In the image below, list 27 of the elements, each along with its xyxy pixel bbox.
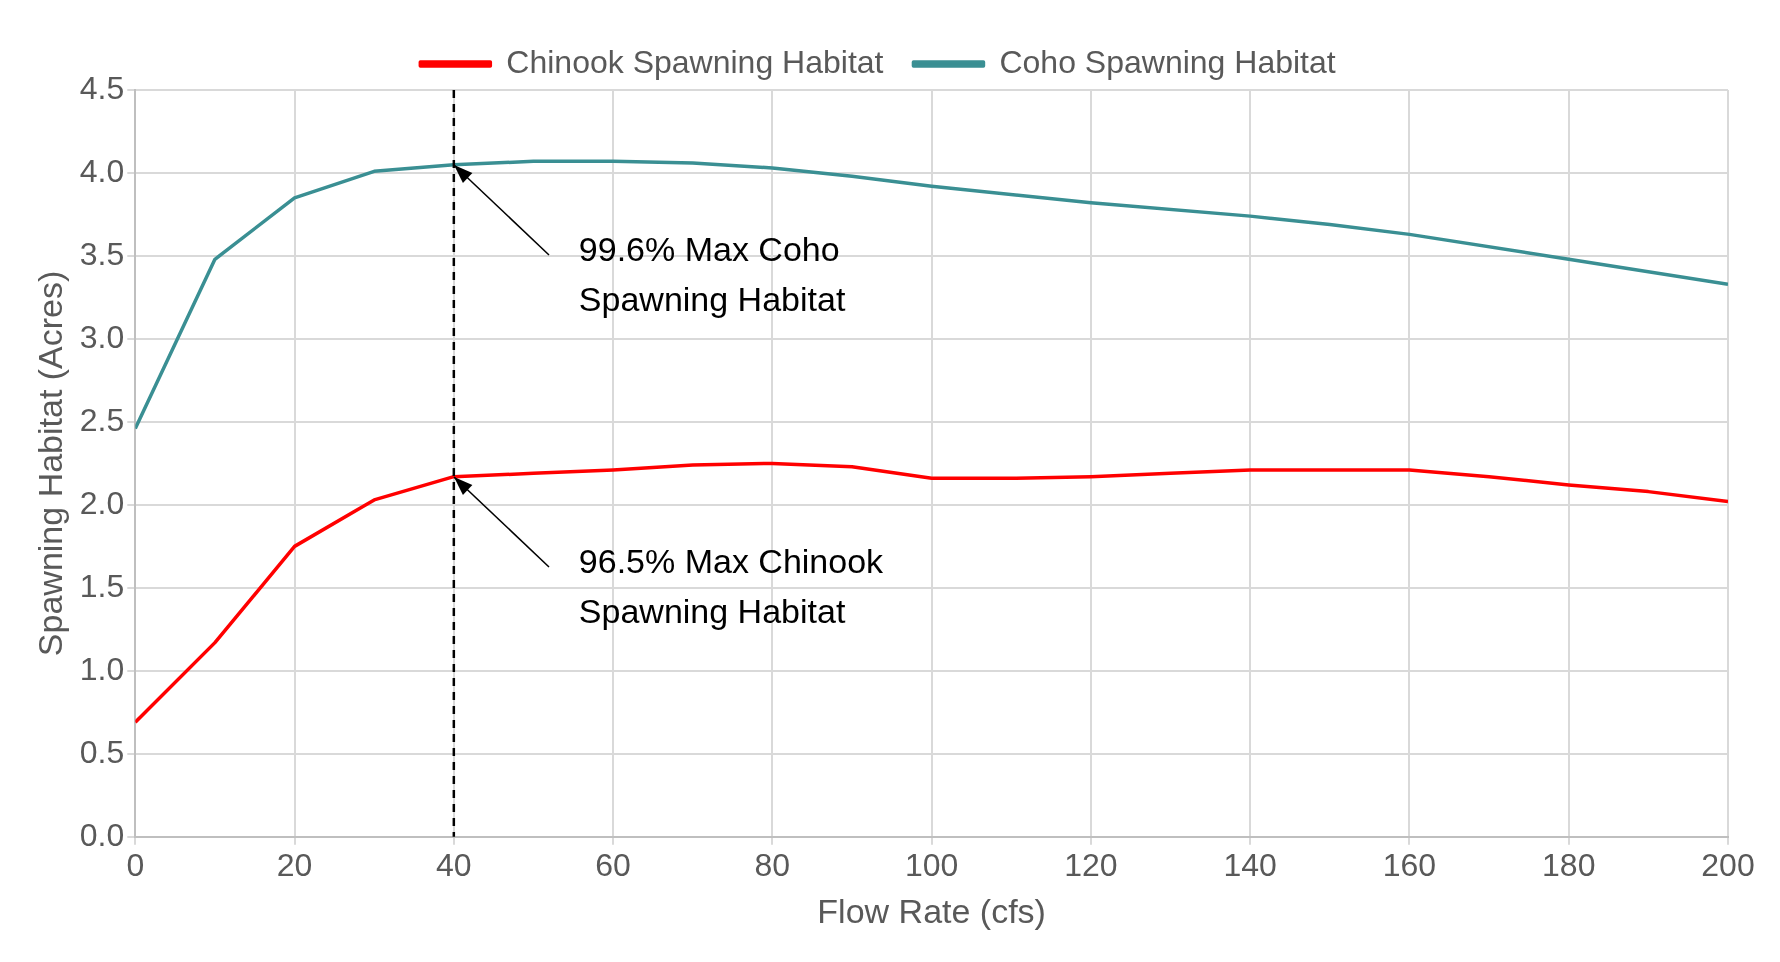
x-tick-label: 180 <box>1542 846 1596 883</box>
x-axis-title: Flow Rate (cfs) <box>817 891 1046 930</box>
x-tick-label: 20 <box>276 846 313 883</box>
y-tick-label: 2.5 <box>79 401 125 438</box>
annotation: 96.5% Max Chinook Spawning Habitat <box>578 542 885 631</box>
y-tick-label: 0.0 <box>79 816 125 853</box>
legend-label: Chinook Spawning Habitat <box>506 43 884 80</box>
y-tick-label: 3.5 <box>79 235 125 272</box>
x-tick-label: 40 <box>436 846 472 883</box>
y-tick-label: 2.0 <box>79 484 125 521</box>
x-tick-label: 140 <box>1223 846 1277 883</box>
y-tick-label: 0.5 <box>79 733 125 770</box>
x-tick-label: 60 <box>595 846 631 883</box>
y-tick-label: 4.5 <box>79 69 125 106</box>
y-tick-label: 3.0 <box>79 318 125 355</box>
y-tick-label: 1.5 <box>79 567 125 604</box>
x-tick-label: 200 <box>1701 846 1755 883</box>
x-tick-label: 0 <box>126 846 145 883</box>
x-tick-label: 100 <box>904 846 959 883</box>
y-axis-title: Spawning Habitat (Acres) <box>30 270 69 657</box>
x-tick-label: 120 <box>1064 846 1118 883</box>
y-tick-label: 4.0 <box>79 152 125 189</box>
legend-label: Coho Spawning Habitat <box>999 43 1336 80</box>
x-tick-label: 80 <box>754 846 791 883</box>
annotation: 99.6% Max Coho Spawning Habitat <box>578 230 846 319</box>
y-tick-label: 1.0 <box>79 650 125 687</box>
x-tick-label: 160 <box>1382 846 1437 883</box>
